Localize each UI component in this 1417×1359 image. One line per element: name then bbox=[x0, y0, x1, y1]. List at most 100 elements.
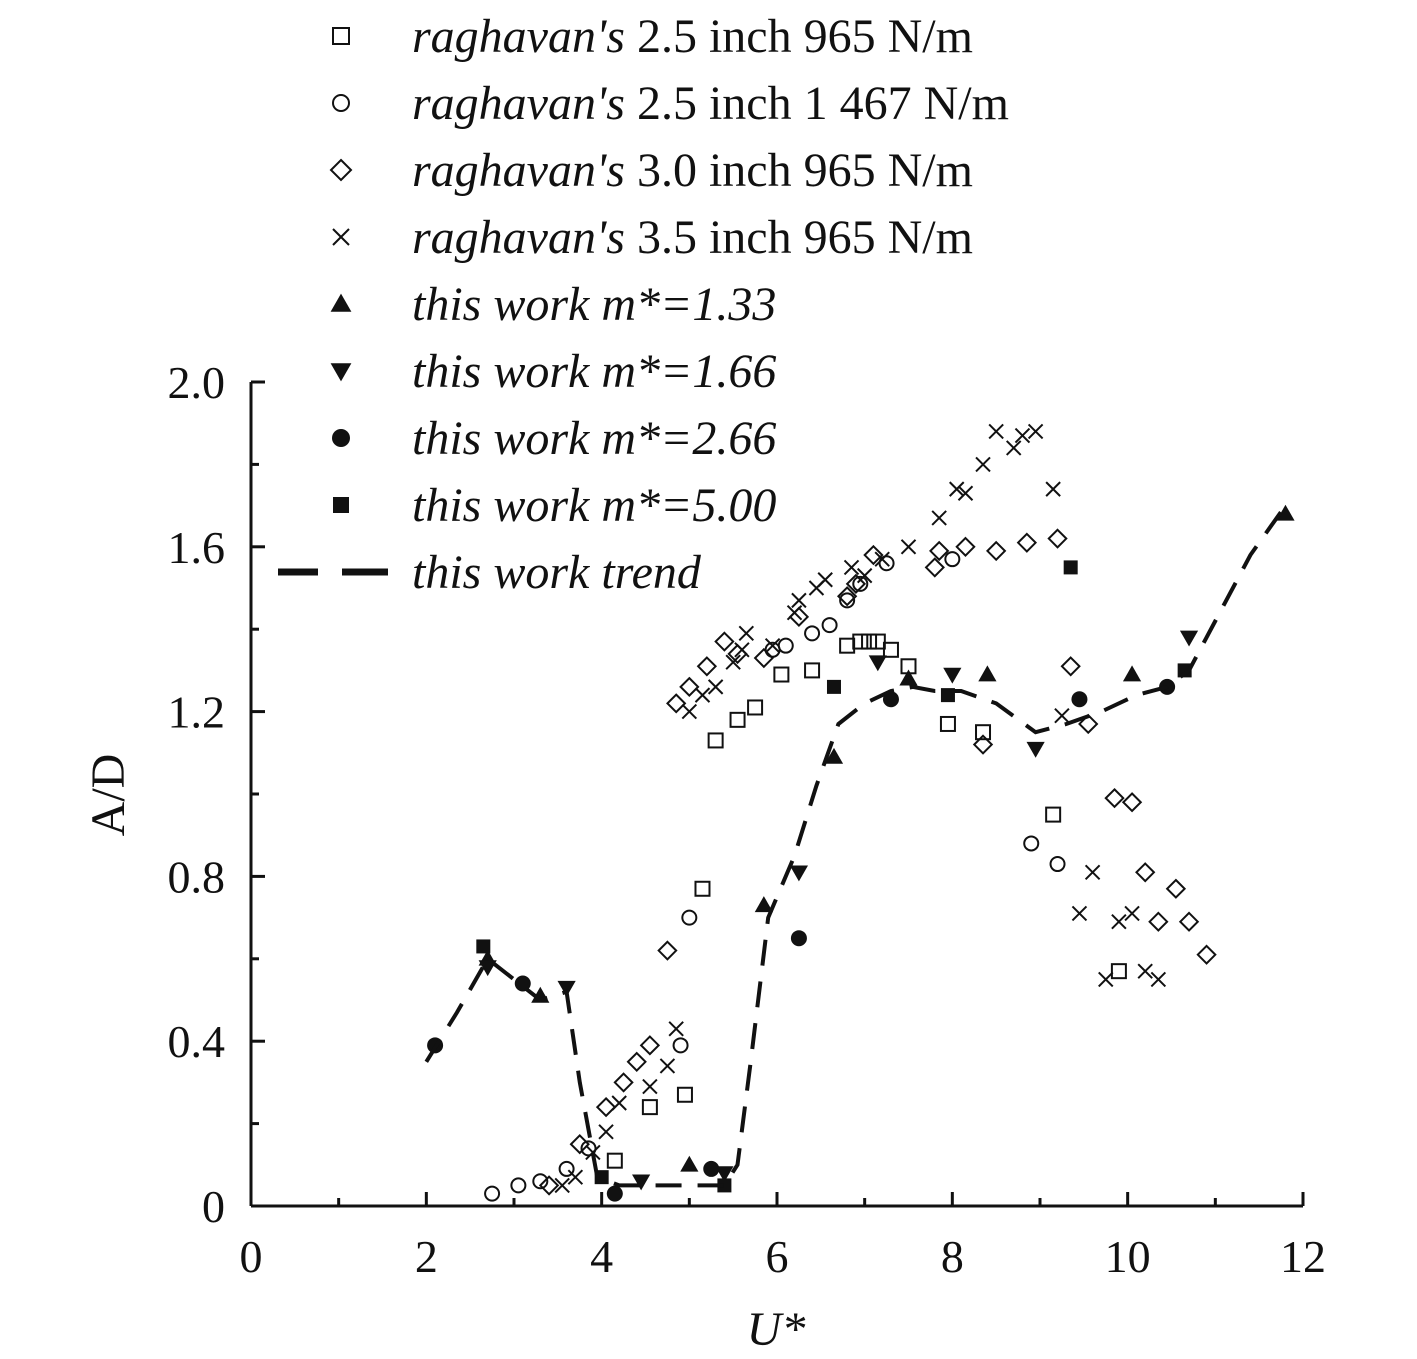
diamond-open-marker bbox=[863, 544, 884, 566]
square-open-marker bbox=[606, 1152, 623, 1169]
legend-label-italic: this work bbox=[412, 278, 591, 331]
legend-label-italic: this work bbox=[412, 479, 591, 532]
x-marker bbox=[681, 703, 698, 720]
x-marker bbox=[1098, 971, 1114, 988]
circle-open-marker bbox=[804, 625, 821, 642]
diamond-open-marker bbox=[845, 573, 867, 595]
x-marker bbox=[659, 1058, 676, 1074]
x-marker bbox=[725, 654, 741, 670]
circle-open-marker bbox=[332, 94, 350, 112]
series-6 bbox=[427, 678, 1176, 1202]
circle-open-marker bbox=[580, 1140, 597, 1157]
x-marker bbox=[975, 456, 991, 473]
x-marker bbox=[1084, 864, 1101, 880]
axes: 0 2 4 6 8 10 12 0 0.4 0.8 1.2 1.6 2.0 bbox=[168, 357, 1327, 1282]
triangle-down-filled-marker bbox=[330, 363, 352, 382]
legend-label-rest: 2.5 inch 1 467 N/m bbox=[625, 77, 1009, 130]
x-marker bbox=[856, 567, 873, 584]
circle-open-marker bbox=[944, 551, 961, 568]
diamond-open-marker bbox=[986, 540, 1007, 562]
x-marker bbox=[949, 481, 965, 497]
legend-label: raghavan's 3.5 inch 965 N/m bbox=[412, 211, 973, 264]
series-1 bbox=[484, 551, 1066, 1202]
square-open-marker bbox=[729, 711, 746, 728]
x-marker bbox=[1111, 914, 1127, 930]
circle-open-marker bbox=[672, 1037, 689, 1054]
square-filled-marker bbox=[333, 497, 349, 513]
circle-open-marker bbox=[1023, 835, 1040, 852]
square-open-marker bbox=[882, 641, 899, 658]
legend-label-italic: raghavan's bbox=[412, 144, 625, 197]
series-7 bbox=[476, 560, 1192, 1193]
legend-label: this work m*=1.66 bbox=[412, 345, 776, 398]
diamond-open-marker bbox=[1060, 656, 1081, 677]
diamond-open-marker bbox=[1148, 911, 1169, 932]
circle-filled-marker bbox=[606, 1185, 623, 1202]
diamond-open-marker bbox=[1047, 528, 1068, 549]
square-open-marker bbox=[869, 633, 886, 650]
square-open-marker bbox=[676, 1086, 693, 1103]
legend-label: raghavan's 2.5 inch 1 467 N/m bbox=[412, 77, 1009, 130]
square-open-marker bbox=[707, 732, 724, 749]
triangle-up-filled-marker bbox=[978, 665, 997, 682]
legend-label-italic: raghavan's bbox=[412, 211, 625, 264]
legend-label-italic: raghavan's bbox=[412, 77, 625, 130]
x-marker bbox=[585, 1144, 601, 1161]
x-tick-label: 4 bbox=[590, 1231, 613, 1282]
x-marker bbox=[598, 1124, 614, 1140]
circle-filled-marker bbox=[882, 691, 899, 708]
x-marker bbox=[1071, 905, 1088, 922]
legend-item: raghavan's 3.5 inch 965 N/m bbox=[332, 211, 973, 264]
x-marker bbox=[1045, 481, 1061, 497]
y-axis-title: A/D bbox=[82, 754, 135, 837]
x-marker bbox=[611, 1095, 627, 1111]
square-open-marker bbox=[804, 662, 821, 679]
diamond-open-marker bbox=[679, 676, 700, 698]
x-marker bbox=[1027, 423, 1044, 440]
diamond-open-marker bbox=[1165, 878, 1187, 899]
x-axis-title: U* bbox=[747, 1303, 806, 1356]
legend-label-rest: m*=1.33 bbox=[589, 278, 776, 331]
square-open-marker bbox=[694, 880, 711, 897]
x-marker bbox=[900, 539, 917, 555]
x-tick-label: 0 bbox=[240, 1231, 263, 1282]
circle-open-marker bbox=[821, 617, 838, 634]
legend-label-rest: m*=2.66 bbox=[589, 412, 776, 465]
legend-label-rest: 3.0 inch 965 N/m bbox=[625, 144, 973, 197]
triangle-up-filled-marker bbox=[824, 747, 844, 764]
x-marker bbox=[931, 510, 947, 526]
circle-open-marker bbox=[532, 1173, 549, 1190]
legend-label: raghavan's 3.0 inch 965 N/m bbox=[412, 144, 973, 197]
square-open-marker bbox=[773, 666, 790, 683]
circle-filled-marker bbox=[790, 930, 807, 947]
x-marker bbox=[791, 592, 807, 609]
triangle-up-filled-marker bbox=[1122, 665, 1142, 682]
diamond-open-marker bbox=[1178, 911, 1200, 932]
circle-open-marker bbox=[510, 1177, 527, 1194]
diamond-open-marker bbox=[1135, 862, 1156, 883]
y-tick-label: 0.8 bbox=[168, 851, 226, 902]
legend-label-rest: 3.5 inch 965 N/m bbox=[625, 211, 973, 264]
triangle-down-filled-marker bbox=[789, 865, 809, 882]
legend-item: this work m*=1.33 bbox=[330, 278, 776, 331]
x-tick-label: 8 bbox=[941, 1231, 964, 1282]
x-marker bbox=[1124, 905, 1140, 922]
diamond-open-marker bbox=[1121, 792, 1143, 813]
legend-item: this work m*=2.66 bbox=[332, 412, 776, 465]
triangle-up-filled-marker bbox=[1276, 504, 1295, 521]
x-marker bbox=[668, 1021, 684, 1037]
legend-item: raghavan's 2.5 inch 965 N/m bbox=[332, 10, 973, 63]
triangle-down-filled-marker bbox=[632, 1174, 651, 1191]
square-open-marker bbox=[747, 699, 764, 716]
legend-item: this work m*=1.66 bbox=[330, 345, 776, 398]
diamond-open-marker bbox=[1078, 713, 1099, 735]
circle-filled-marker bbox=[1071, 691, 1088, 708]
circle-open-marker bbox=[484, 1185, 501, 1202]
circle-open-marker bbox=[839, 592, 856, 609]
x-marker bbox=[707, 679, 724, 695]
x-marker bbox=[554, 1177, 570, 1194]
triangle-up-filled-marker bbox=[754, 896, 773, 913]
circle-filled-marker bbox=[332, 429, 350, 447]
x-marker bbox=[1150, 971, 1167, 988]
